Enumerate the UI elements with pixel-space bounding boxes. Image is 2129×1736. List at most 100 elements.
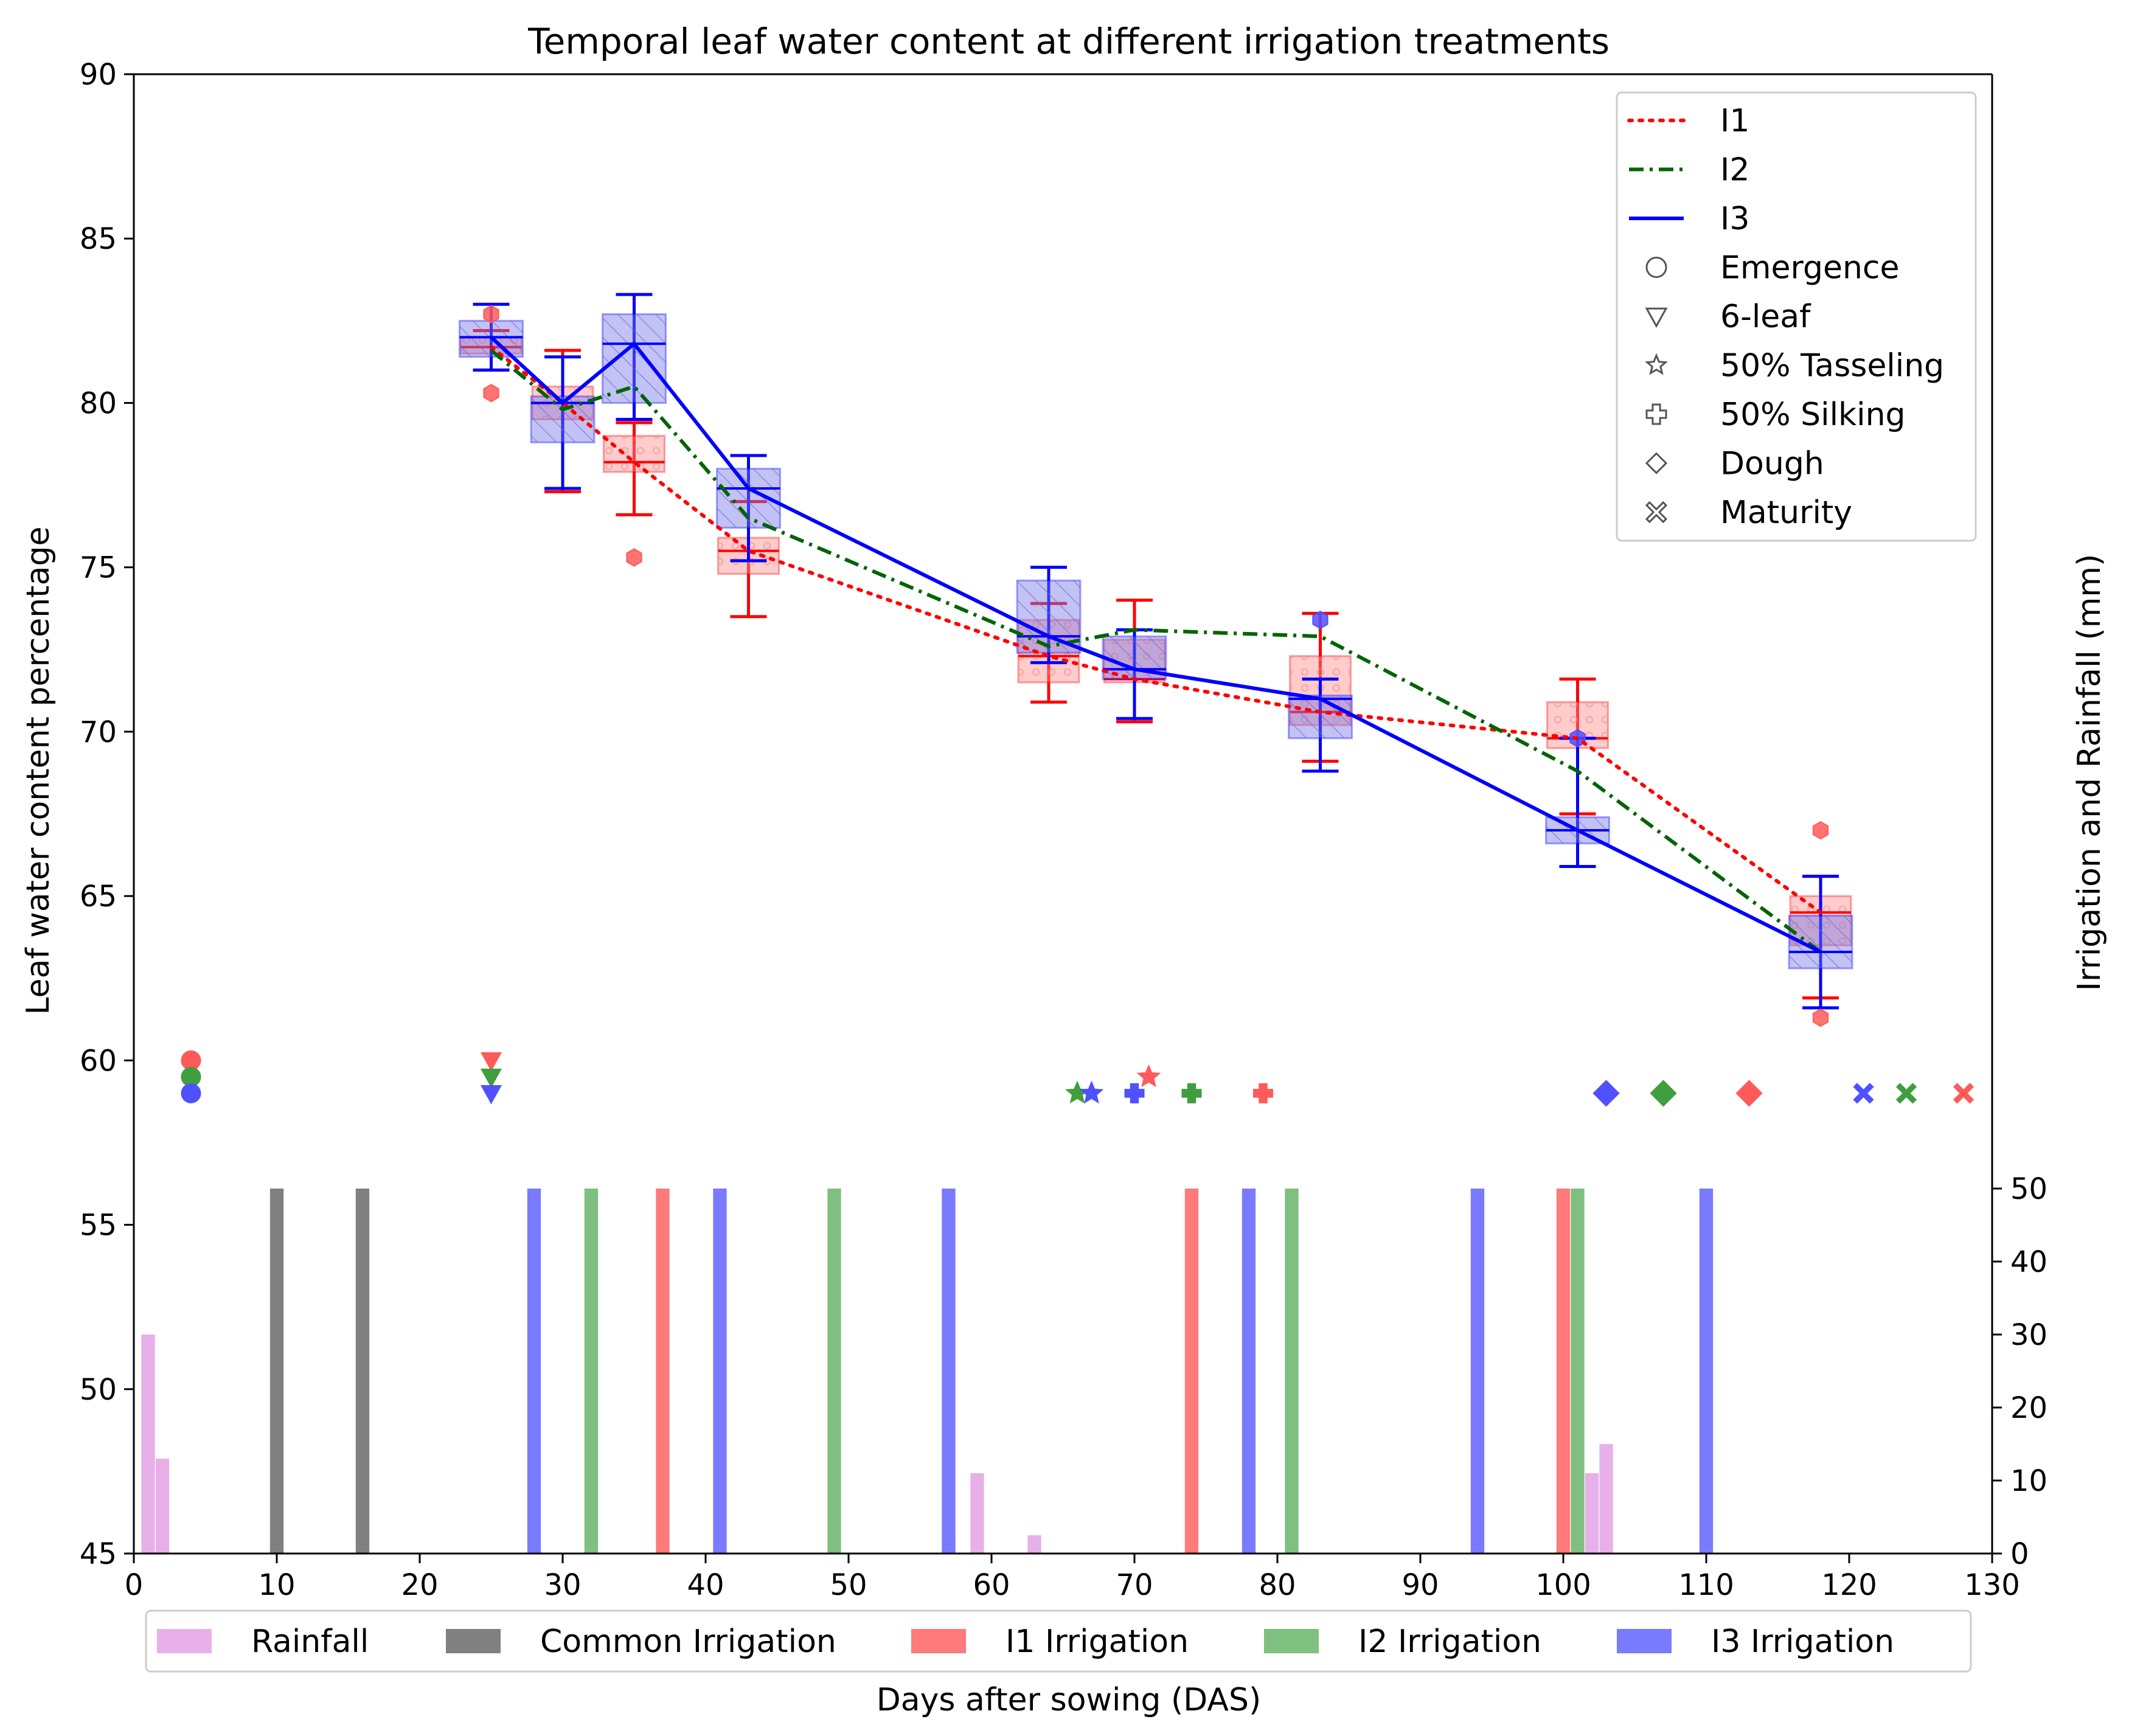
bar-rainfall-3 <box>1027 1535 1041 1554</box>
legend-item-50-silking: 50% Silking <box>1645 397 1906 433</box>
y-tick-label: 85 <box>80 222 117 256</box>
stage-marker-dough-i3 <box>1592 1080 1620 1107</box>
y-tick-label: 70 <box>80 715 117 749</box>
bar-rainfall-2 <box>970 1473 984 1554</box>
x-tick-label: 0 <box>125 1568 144 1602</box>
legend-item-i1: I1 <box>1627 103 1749 139</box>
y-tick-label: 80 <box>80 386 117 420</box>
bar-i3-irrigation-15 <box>527 1189 541 1554</box>
legend-bars: Rainfall Common Irrigation I1 Irrigation I2… <box>145 1609 1972 1673</box>
x-tick-label: 50 <box>830 1568 867 1602</box>
y2-tick-label: 30 <box>2010 1318 2047 1352</box>
legend-bar-swatch <box>911 1629 966 1653</box>
x-tick-label: 110 <box>1678 1568 1734 1602</box>
legend-label: I3 <box>1720 201 1749 237</box>
y-tick-label: 75 <box>80 551 117 585</box>
bar-i1-irrigation-8 <box>656 1189 670 1554</box>
legend-marker-swatch <box>1645 353 1668 375</box>
bar-i3-irrigation-16 <box>713 1189 727 1554</box>
box-i3-2 <box>602 293 667 421</box>
x-tick-label: 80 <box>1259 1568 1296 1602</box>
legend-label: I3 Irrigation <box>1711 1623 1894 1660</box>
y2-tick-label: 40 <box>2010 1245 2047 1279</box>
stage-marker-50-silking-i3 <box>1124 1083 1145 1103</box>
series-line-i1 <box>489 345 1822 915</box>
stage-marker-maturity-i3 <box>1853 1083 1874 1104</box>
stage-marker-6-leaf-i3 <box>480 1085 502 1105</box>
legend-label: 50% Silking <box>1720 397 1906 433</box>
legend-lines-frame <box>1616 91 1977 542</box>
box-pattern <box>602 314 666 403</box>
outlier-i1-5 <box>1812 821 1829 840</box>
y2-tick-label: 20 <box>2010 1391 2047 1425</box>
y-tick-label: 65 <box>80 880 117 914</box>
bar-i3-irrigation-17 <box>942 1189 956 1554</box>
legend-bars-frame <box>145 1609 1972 1673</box>
legend-item-i3: I3 <box>1629 201 1749 237</box>
stage-marker-50-tasseling-i3 <box>1079 1080 1104 1104</box>
bar-i3-irrigation-19 <box>1470 1189 1485 1554</box>
bar-i1-irrigation-9 <box>1184 1189 1199 1554</box>
y-tick-label: 50 <box>80 1373 117 1407</box>
stage-marker-emergence-i1 <box>181 1050 201 1071</box>
bar-i3-irrigation-18 <box>1242 1189 1256 1554</box>
y-tick-label: 45 <box>80 1537 117 1571</box>
legend-item-i1-irrigation: I1 Irrigation <box>911 1623 1189 1660</box>
legend-item-i3-irrigation: I3 Irrigation <box>1617 1623 1894 1660</box>
outlier-i1-1 <box>483 384 499 403</box>
box-i3-6 <box>1288 677 1353 773</box>
legend-bar-swatch <box>1264 1629 1319 1653</box>
legend-item-maturity: Maturity <box>1645 495 1852 531</box>
box-i1-2 <box>603 421 665 516</box>
legend-label: I2 <box>1720 152 1749 189</box>
outlier-i1-2 <box>626 548 642 567</box>
box-pattern <box>1288 695 1352 738</box>
bar-common-irrigation-6 <box>269 1189 284 1554</box>
bar-i1-irrigation-10 <box>1556 1189 1571 1554</box>
x-tick-label: 120 <box>1821 1568 1877 1602</box>
legend-label: Common Irrigation <box>540 1623 836 1660</box>
x-tick-label: 30 <box>544 1568 581 1602</box>
x-tick-label: 100 <box>1535 1568 1591 1602</box>
plot-layer <box>141 293 1974 1554</box>
legend-item-50-tasseling: 50% Tasseling <box>1645 348 1944 384</box>
x-tick-label: 90 <box>1401 1568 1439 1602</box>
legend-item-6-leaf: 6-leaf <box>1645 299 1811 335</box>
stage-marker-50-tasseling-i1 <box>1136 1064 1161 1088</box>
legend-label: I1 <box>1720 103 1749 139</box>
legend-label: I1 Irrigation <box>1005 1623 1189 1660</box>
legend-marker-swatch <box>1645 403 1667 425</box>
box-pattern <box>603 436 665 472</box>
legend-marker-swatch <box>1645 257 1667 278</box>
x-tick-label: 40 <box>687 1568 724 1602</box>
y2-axis-label: Irrigation and Rainfall (mm) <box>2071 554 2108 991</box>
legend-marker-swatch <box>1645 452 1668 474</box>
stage-marker-50-silking-i1 <box>1253 1083 1273 1103</box>
legend-label: Dough <box>1720 446 1824 482</box>
bar-rainfall-0 <box>141 1335 155 1554</box>
bar-rainfall-1 <box>155 1459 170 1554</box>
legend-item-common-irrigation: Common Irrigation <box>446 1623 836 1660</box>
bar-i2-irrigation-12 <box>827 1189 841 1554</box>
stage-marker-dough-i1 <box>1735 1080 1763 1107</box>
y2-tick-label: 10 <box>2010 1464 2047 1498</box>
stage-marker-6-leaf-i1 <box>480 1052 502 1072</box>
x-tick-label: 70 <box>1116 1568 1153 1602</box>
legend-label: Rainfall <box>251 1623 369 1660</box>
legend-item-dough: Dough <box>1645 446 1824 482</box>
legend-bar-swatch <box>446 1629 501 1653</box>
stage-marker-dough-i2 <box>1650 1080 1677 1107</box>
legend-item-rainfall: Rainfall <box>157 1623 369 1660</box>
box-i3-4 <box>1016 566 1082 664</box>
axes-layer: 0 10 20 30 40 50 60 70 80 90 100 110 120 130455055606… <box>80 58 2047 1602</box>
stage-marker-emergence-i2 <box>181 1066 201 1087</box>
legend-item-emergence: Emergence <box>1645 250 1900 286</box>
legend-label: Maturity <box>1720 495 1852 531</box>
box-i3-1 <box>530 355 596 490</box>
stage-marker-emergence-i3 <box>181 1083 201 1103</box>
legend-item-i2-irrigation: I2 Irrigation <box>1264 1623 1541 1660</box>
bar-i2-irrigation-13 <box>1285 1189 1299 1554</box>
y-tick-label: 55 <box>80 1209 117 1243</box>
